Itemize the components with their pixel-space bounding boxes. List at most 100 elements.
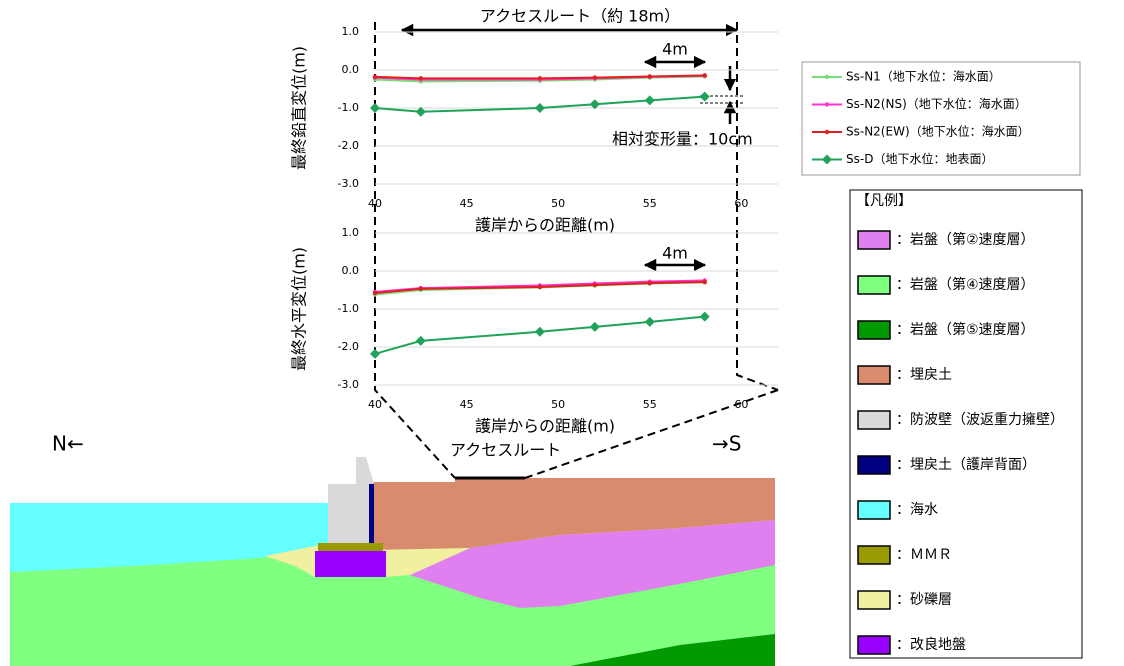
data-point	[534, 326, 545, 337]
x-tick-label: 50	[551, 197, 565, 210]
data-point	[592, 282, 598, 288]
x-tick-label: 60	[734, 398, 748, 411]
y-tick-label: 1.0	[342, 226, 360, 239]
data-point	[415, 335, 426, 346]
y-tick-label: -1.0	[338, 101, 359, 114]
north-label: N←	[52, 432, 84, 456]
legend-label: ：海水	[896, 502, 938, 518]
data-point	[372, 290, 378, 296]
rock-layer-2	[410, 520, 775, 608]
rock-layer-5	[570, 634, 775, 666]
series-line	[374, 74, 705, 80]
backfill-behind-revetment	[369, 484, 374, 545]
y-tick-label: -2.0	[338, 139, 359, 152]
x-tick-label: 40	[368, 197, 382, 210]
south-label: →S	[712, 432, 741, 456]
y-axis-title: 最終鉛直変位(m)	[290, 46, 309, 170]
data-point	[589, 99, 600, 110]
legend-swatch	[857, 275, 891, 295]
data-point	[702, 279, 707, 285]
data-point	[644, 316, 655, 327]
data-point	[534, 103, 545, 113]
cross-section	[10, 457, 775, 666]
sea-water	[10, 503, 330, 572]
x-tick-label: 55	[643, 197, 657, 210]
data-point	[644, 95, 655, 106]
legend-label: ：岩盤（第④速度層）	[896, 276, 1035, 293]
data-point	[592, 75, 598, 80]
legend-swatch	[857, 635, 891, 655]
span-label: 4m	[662, 40, 688, 59]
y-axis-title: 最終水平変位(m)	[290, 247, 309, 371]
route-label: アクセスルート	[450, 441, 561, 460]
legend-label: ：改良地盤	[896, 637, 966, 653]
data-point	[370, 103, 380, 113]
x-tick-label: 45	[460, 398, 474, 411]
improved-ground	[315, 551, 386, 577]
data-point	[699, 91, 710, 102]
y-tick-label: -3.0	[338, 177, 359, 190]
data-point	[589, 321, 600, 332]
route-boundary-left	[374, 22, 456, 479]
legend-marker	[824, 102, 830, 107]
series-line	[374, 315, 705, 355]
data-point	[699, 311, 710, 322]
legend-swatch	[857, 545, 891, 565]
breakwater-parapet	[356, 457, 374, 484]
y-tick-label: 0.0	[342, 63, 360, 76]
route-width-label: アクセスルート（約 18m）	[480, 7, 680, 26]
y-tick-label: -1.0	[338, 302, 359, 315]
y-tick-label: 1.0	[342, 25, 360, 38]
legend-swatch	[857, 410, 891, 430]
legend-swatch	[857, 455, 891, 475]
data-point	[702, 73, 707, 78]
legend-swatch	[857, 365, 891, 385]
legend-label: ：防波壁（波返重力擁壁）	[896, 412, 1064, 428]
breakwater	[328, 484, 370, 545]
y-tick-label: 0.0	[342, 264, 360, 277]
data-point	[537, 284, 543, 290]
y-tick-label: -2.0	[338, 340, 359, 353]
series-line	[374, 95, 705, 113]
x-tick-label: 40	[368, 398, 382, 411]
legend-label: Ss-N1（地下水位：海水面）	[846, 69, 1001, 84]
legend-swatch	[857, 500, 891, 520]
x-tick-label: 55	[643, 398, 657, 411]
y-tick-label: -3.0	[338, 378, 359, 391]
legend-label: ：埋戻土	[896, 367, 952, 383]
legend-label: ：岩盤（第②速度層）	[896, 231, 1035, 248]
series-legend	[801, 61, 1081, 176]
data-point	[370, 348, 380, 359]
x-tick-label: 50	[551, 398, 565, 411]
x-tick-label: 45	[460, 197, 474, 210]
backfill	[370, 478, 775, 550]
mmr	[318, 543, 383, 551]
legend-marker	[824, 129, 830, 135]
legend-title: 【凡例】	[856, 193, 912, 209]
data-point	[372, 74, 378, 80]
legend-marker	[824, 74, 830, 80]
legend-swatch	[857, 230, 891, 250]
data-point	[537, 76, 543, 81]
legend-marker	[822, 154, 832, 165]
legend-label: Ss-D（地下水位：地表面）	[846, 151, 993, 166]
data-point	[415, 106, 426, 117]
span-label: 4m	[662, 244, 688, 263]
data-point	[418, 286, 423, 292]
legend-label: Ss-N2(EW)（地下水位：海水面）	[846, 124, 1030, 139]
deformation-label: 相対変形量：10cm	[612, 130, 753, 149]
legend-label: ：埋戻土（護岸背面）	[896, 457, 1036, 473]
data-point	[647, 280, 652, 286]
legend-label: ：岩盤（第⑤速度層）	[896, 321, 1035, 338]
x-axis-title: 護岸からの距離(m)	[475, 216, 615, 235]
legend-swatch	[857, 590, 891, 610]
legend-label: ：ＭＭＲ	[896, 547, 952, 563]
series-line	[374, 281, 705, 295]
data-point	[418, 76, 423, 81]
legend-label: Ss-N2(NS)（地下水位：海水面）	[846, 96, 1027, 111]
legend-swatch	[857, 320, 891, 340]
x-tick-label: 60	[734, 197, 748, 210]
x-axis-title: 護岸からの距離(m)	[475, 417, 615, 436]
legend-label: ：砂礫層	[896, 592, 952, 608]
